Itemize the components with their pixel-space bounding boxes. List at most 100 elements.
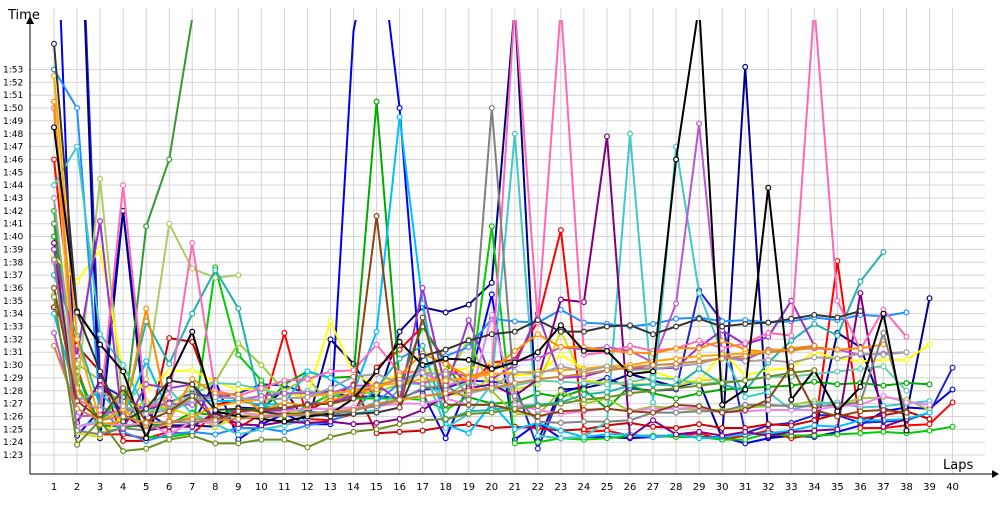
data-point [442, 390, 449, 397]
x-tick-label: 11 [278, 482, 291, 493]
data-point [327, 368, 334, 375]
data-point [557, 435, 564, 442]
data-point [603, 381, 610, 388]
data-point [926, 401, 933, 408]
data-point [811, 311, 818, 318]
data-point [442, 416, 449, 423]
data-point [857, 290, 864, 297]
data-point [880, 423, 887, 430]
data-point [327, 390, 334, 397]
x-tick-label: 40 [946, 482, 959, 493]
y-axis-title: Time [7, 8, 40, 23]
data-point [903, 427, 910, 434]
data-point [488, 401, 495, 408]
y-tick-labels: 1:23 1:24 1:25 1:26 1:27 1:28 1:29 1:30 1:31 1:32… [3, 66, 23, 462]
data-point [903, 380, 910, 387]
y-tick-label: 1:42 [3, 207, 23, 217]
data-point [696, 365, 703, 372]
data-point [742, 386, 749, 393]
y-tick-label: 1:44 [3, 181, 23, 191]
data-point [304, 401, 311, 408]
data-point [626, 408, 633, 415]
data-point [673, 409, 680, 416]
data-point [603, 394, 610, 401]
data-point [834, 332, 841, 339]
data-point [580, 380, 587, 387]
data-point [857, 350, 864, 357]
data-point [811, 320, 818, 327]
series-line [53, 135, 907, 438]
y-tick-label: 1:27 [3, 400, 23, 410]
y-tick-label: 1:45 [3, 168, 23, 178]
y-tick-label: 1:46 [3, 155, 23, 165]
data-point [880, 392, 887, 399]
data-point [765, 401, 772, 408]
data-point [350, 395, 357, 402]
y-tick-label: 1:26 [3, 412, 23, 422]
data-point [396, 346, 403, 353]
data-point [903, 387, 910, 394]
series-12 [50, 105, 726, 441]
data-point [281, 329, 288, 336]
data-point [742, 401, 749, 408]
data-point [304, 419, 311, 426]
data-point [258, 413, 265, 420]
data-point [673, 300, 680, 307]
data-point [534, 331, 541, 338]
data-point [926, 421, 933, 428]
data-point [673, 156, 680, 163]
x-tick-label: 37 [877, 482, 890, 493]
x-tick-label: 9 [235, 482, 241, 493]
x-tick-label: 5 [143, 482, 149, 493]
data-point [673, 431, 680, 438]
data-point [603, 418, 610, 425]
data-point [74, 336, 81, 343]
data-point [166, 360, 173, 367]
data-point [811, 427, 818, 434]
data-point [650, 381, 657, 388]
data-point [857, 408, 864, 415]
data-point [396, 380, 403, 387]
data-point [626, 417, 633, 424]
data-point [580, 391, 587, 398]
data-point [143, 223, 150, 230]
data-point [304, 368, 311, 375]
data-point [626, 364, 633, 371]
data-point [834, 401, 841, 408]
data-point [857, 399, 864, 406]
data-point [673, 323, 680, 330]
data-point [650, 434, 657, 441]
x-tick-label: 39 [923, 482, 936, 493]
data-point [719, 380, 726, 387]
data-point [557, 227, 564, 234]
x-tick-label: 26 [624, 482, 637, 493]
data-point [50, 256, 57, 263]
data-point [719, 337, 726, 344]
data-point [580, 426, 587, 433]
data-point [166, 400, 173, 407]
data-point [465, 421, 472, 428]
x-tick-label: 21 [508, 482, 521, 493]
data-point [949, 399, 956, 406]
data-point [212, 407, 219, 414]
data-point [880, 248, 887, 255]
series-line [53, 344, 815, 424]
data-point [189, 265, 196, 272]
data-point [857, 345, 864, 352]
x-tick-label: 15 [370, 482, 383, 493]
y-tick-label: 1:48 [3, 130, 23, 140]
y-tick-label: 1:38 [3, 258, 23, 268]
data-point [97, 341, 104, 348]
data-point [488, 385, 495, 392]
data-point [696, 435, 703, 442]
data-point [97, 431, 104, 438]
series-line [53, 43, 861, 423]
data-point [926, 381, 933, 388]
series-29 [50, 212, 910, 425]
data-point [626, 371, 633, 378]
data-point [166, 436, 173, 443]
data-point [281, 395, 288, 402]
x-tick-label: 23 [555, 482, 568, 493]
data-point [834, 408, 841, 415]
